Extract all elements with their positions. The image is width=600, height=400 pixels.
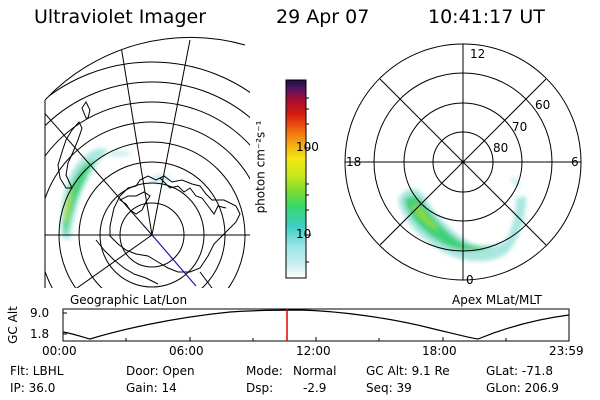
altitude-curve [62, 309, 570, 340]
altitude-ylabel: GC Alt [5, 306, 20, 344]
mlt-label-12: 12 [470, 47, 486, 61]
altitude-xticks [62, 312, 570, 341]
mlt-diagonal-b [379, 78, 547, 246]
status-door: Door: Open [126, 364, 195, 378]
altitude-xtick-2359: 23:59 [549, 344, 584, 358]
status-seq: Seq: 39 [366, 381, 412, 395]
mlat-mlt-map [344, 43, 582, 281]
altitude-ytick-1.8: 1.8 [30, 327, 50, 341]
altitude-xtick-1800: 18:00 [422, 344, 457, 358]
altitude-xtick-0000: 00:00 [42, 344, 77, 358]
status-filter: Flt: LBHL [10, 364, 64, 378]
satellite-track [151, 234, 197, 287]
status-gc-alt: GC Alt: 9.1 Re [366, 364, 450, 378]
coastlines [57, 101, 241, 289]
time-label: 10:41:17 UT [428, 6, 545, 28]
colorbar [285, 79, 307, 279]
geographic-caption: Geographic Lat/Lon [70, 293, 188, 307]
status-glon: GLon: 206.9 [486, 381, 559, 395]
aurora-emission-right [398, 177, 526, 262]
mlt-label-18: 18 [346, 155, 362, 169]
mlt-label-0: 0 [466, 273, 474, 287]
mlt-label-6: 6 [571, 155, 579, 169]
mlat-label-70: 70 [512, 120, 528, 134]
altitude-ytick-9: 9.0 [30, 306, 50, 320]
status-mode-value: Normal [293, 364, 337, 378]
status-dsp-value: -2.9 [303, 381, 327, 395]
colorbar-tick-10: 10 [296, 227, 312, 241]
meridians [45, 39, 250, 289]
mlat-label-60: 60 [535, 98, 551, 112]
status-gain: Gain: 14 [126, 381, 177, 395]
colorbar-unit-label: photon cm⁻²s⁻¹ [253, 120, 268, 214]
status-glat: GLat: -71.8 [486, 364, 553, 378]
date-label: 29 Apr 07 [276, 6, 370, 28]
altitude-plot-frame [62, 308, 570, 342]
apex-caption: Apex MLat/MLT [452, 293, 542, 307]
left-map-outer-arc [44, 36, 246, 101]
geographic-map [45, 39, 250, 289]
status-mode-key: Mode: [246, 364, 283, 378]
altitude-plot [62, 308, 570, 342]
colorbar-tick-100: 100 [296, 140, 319, 154]
altitude-xtick-1200: 12:00 [296, 344, 331, 358]
colorbar-ticks [306, 97, 311, 263]
mlat-label-80: 80 [493, 141, 509, 155]
altitude-xtick-0600: 06:00 [169, 344, 204, 358]
instrument-title: Ultraviolet Imager [34, 6, 207, 28]
status-dsp-key: Dsp: [246, 381, 274, 395]
status-ip: IP: 36.0 [10, 381, 56, 395]
